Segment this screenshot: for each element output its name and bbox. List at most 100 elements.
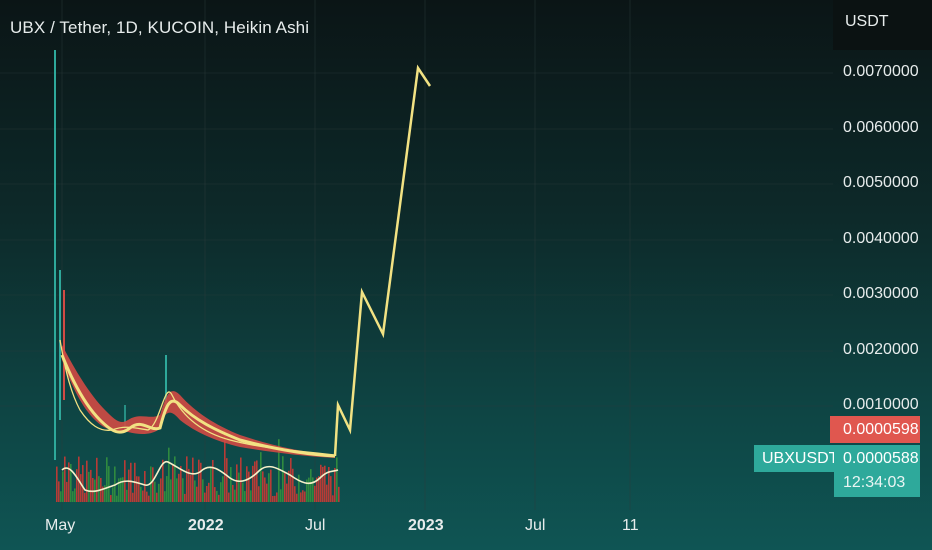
volume-bar bbox=[212, 459, 214, 502]
volume-bar bbox=[202, 479, 204, 502]
volume-bar bbox=[286, 483, 288, 502]
volume-bar bbox=[264, 477, 266, 502]
volume-bar bbox=[140, 486, 142, 502]
ma-line bbox=[60, 354, 336, 458]
volume-bar bbox=[218, 494, 220, 502]
volume-bar bbox=[90, 469, 92, 502]
candles bbox=[54, 50, 167, 460]
volume-bar bbox=[152, 467, 154, 502]
y-tick: 0.0060000 bbox=[843, 119, 919, 136]
x-tick: 2022 bbox=[188, 517, 224, 534]
volume-bar bbox=[156, 492, 158, 502]
volume-bar bbox=[154, 481, 156, 502]
volume-bar bbox=[262, 471, 264, 502]
volume-bar bbox=[288, 470, 290, 502]
volume-bar bbox=[308, 477, 310, 502]
volume-bar bbox=[330, 476, 332, 502]
volume-bar bbox=[324, 465, 326, 502]
volume-bar bbox=[132, 492, 134, 502]
volume-bar bbox=[160, 478, 162, 502]
volume-bar bbox=[280, 489, 282, 502]
volume-bar bbox=[274, 495, 276, 502]
volume-bar bbox=[88, 471, 90, 502]
volume-bar bbox=[92, 477, 94, 502]
volume-bar bbox=[194, 480, 196, 502]
y-tick: 0.0020000 bbox=[843, 341, 919, 358]
ma-line-thin bbox=[59, 339, 336, 456]
volume-bar bbox=[246, 466, 248, 502]
volume-bar bbox=[300, 492, 302, 502]
volume-bar bbox=[244, 491, 246, 502]
y-tick: 0.0040000 bbox=[843, 230, 919, 247]
volume-bar bbox=[276, 492, 278, 502]
ma-band bbox=[62, 345, 335, 458]
volume-bar bbox=[74, 488, 76, 502]
volume-bar bbox=[278, 439, 280, 502]
volume-bar bbox=[272, 495, 274, 502]
volume-bar bbox=[224, 430, 226, 502]
volume-bar bbox=[204, 492, 206, 502]
volume-bar bbox=[84, 492, 86, 502]
price-axis-unit: USDT bbox=[845, 13, 889, 30]
volume-bar bbox=[292, 468, 294, 502]
volume-bar bbox=[268, 473, 270, 502]
volume-bar bbox=[70, 463, 72, 502]
volume-bar bbox=[66, 481, 68, 502]
volume-bar bbox=[158, 483, 160, 502]
x-tick: 2023 bbox=[408, 517, 444, 534]
volume-bar bbox=[200, 462, 202, 502]
volume-bar bbox=[148, 495, 150, 502]
volume-bar bbox=[178, 473, 180, 502]
volume-bar bbox=[56, 466, 58, 502]
x-tick: Jul bbox=[305, 517, 326, 534]
y-tick: 0.0010000 bbox=[843, 396, 919, 413]
volume-bar bbox=[270, 469, 272, 502]
volume-bar bbox=[168, 447, 170, 502]
x-tick: 11 bbox=[622, 517, 639, 534]
volume-bar bbox=[334, 467, 336, 502]
volume-bar bbox=[310, 469, 312, 502]
volume-bar bbox=[296, 493, 298, 502]
volume-bar bbox=[162, 459, 164, 502]
volume-bar bbox=[72, 491, 74, 502]
volume-bar bbox=[294, 486, 296, 502]
volume-ma-line bbox=[61, 461, 339, 493]
volume-bar bbox=[258, 486, 260, 502]
volume-bar bbox=[146, 491, 148, 502]
volume-bar bbox=[166, 476, 168, 502]
volume-bar bbox=[122, 477, 124, 502]
volume-bar bbox=[250, 490, 252, 502]
y-tick: 0.0030000 bbox=[843, 285, 919, 302]
volume-bar bbox=[240, 457, 242, 502]
volume-bar bbox=[96, 457, 98, 502]
volume-bar bbox=[196, 486, 198, 502]
volume-bar bbox=[222, 476, 224, 502]
volume-bar bbox=[284, 473, 286, 502]
volume-bar bbox=[226, 458, 228, 502]
projection-line bbox=[333, 64, 432, 457]
current-price-badge: 0.0000598 bbox=[830, 416, 920, 443]
volume-bar bbox=[206, 485, 208, 502]
volume-bar bbox=[298, 474, 300, 502]
volume-bar bbox=[322, 466, 324, 502]
x-tick: May bbox=[45, 517, 76, 534]
volume-bar bbox=[108, 466, 110, 502]
volume-bar bbox=[82, 465, 84, 502]
volume-bar bbox=[248, 471, 250, 502]
chart-title: UBX / Tether, 1D, KUCOIN, Heikin Ashi bbox=[10, 18, 310, 37]
symbol-badge[interactable]: UBXUSDT bbox=[754, 445, 838, 472]
volume-bar bbox=[242, 482, 244, 502]
last-price-value: 0.0000588 bbox=[843, 450, 919, 467]
volume-bar bbox=[190, 474, 192, 502]
volume-bar bbox=[328, 467, 330, 502]
volume-bar bbox=[184, 493, 186, 502]
volume-bar bbox=[58, 481, 60, 502]
volume-bar bbox=[86, 460, 88, 502]
volume-bar bbox=[98, 476, 100, 502]
volume-bar bbox=[316, 477, 318, 502]
volume-bar bbox=[172, 464, 174, 502]
volume-bar bbox=[164, 491, 166, 502]
volume-bar bbox=[130, 462, 132, 502]
volume-bar bbox=[320, 464, 322, 502]
